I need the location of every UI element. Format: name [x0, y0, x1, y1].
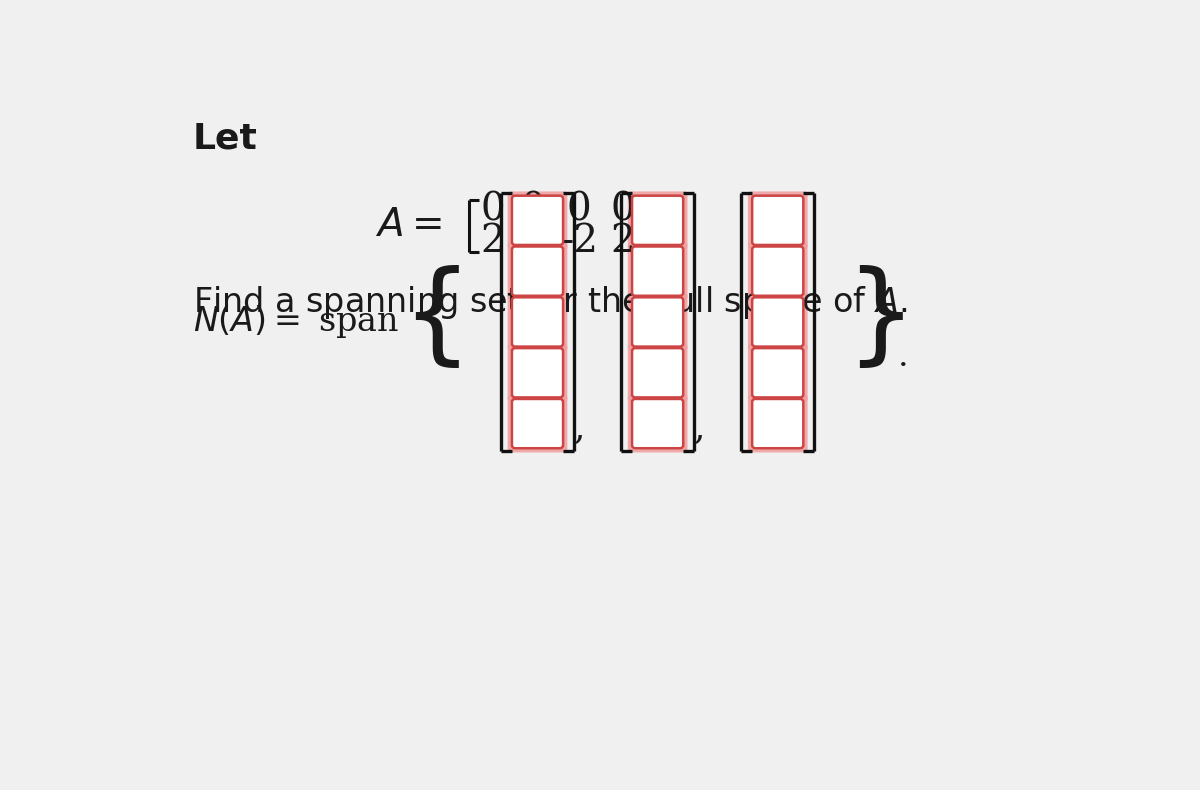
FancyBboxPatch shape [752, 196, 803, 245]
FancyBboxPatch shape [632, 399, 683, 448]
Text: .: . [898, 340, 908, 373]
FancyBboxPatch shape [628, 344, 688, 401]
FancyBboxPatch shape [748, 191, 808, 249]
FancyBboxPatch shape [752, 246, 803, 295]
FancyBboxPatch shape [512, 297, 563, 347]
Text: 2: 2 [480, 223, 505, 260]
FancyBboxPatch shape [512, 246, 563, 295]
FancyBboxPatch shape [748, 344, 808, 401]
FancyBboxPatch shape [632, 196, 683, 245]
FancyBboxPatch shape [748, 293, 808, 351]
FancyBboxPatch shape [752, 348, 803, 397]
Text: ,: , [694, 412, 706, 446]
Text: 0: 0 [566, 192, 592, 229]
FancyBboxPatch shape [628, 191, 688, 249]
Text: $\{$: $\{$ [401, 265, 460, 371]
Text: $A =$: $A =$ [374, 207, 442, 244]
FancyBboxPatch shape [748, 395, 808, 453]
FancyBboxPatch shape [628, 243, 688, 300]
Text: 0: 0 [480, 192, 505, 229]
FancyBboxPatch shape [628, 293, 688, 351]
FancyBboxPatch shape [632, 348, 683, 397]
Text: .: . [649, 223, 661, 260]
Text: 0: 0 [521, 192, 545, 229]
FancyBboxPatch shape [508, 293, 568, 351]
FancyBboxPatch shape [508, 243, 568, 300]
FancyBboxPatch shape [512, 196, 563, 245]
Text: $N(A) =$ span: $N(A) =$ span [193, 303, 398, 340]
Text: 0: 0 [611, 192, 635, 229]
FancyBboxPatch shape [628, 395, 688, 453]
FancyBboxPatch shape [752, 399, 803, 448]
Text: -2: -2 [560, 223, 599, 260]
FancyBboxPatch shape [748, 243, 808, 300]
Text: 6: 6 [521, 223, 545, 260]
Text: 2: 2 [611, 223, 635, 260]
FancyBboxPatch shape [632, 297, 683, 347]
FancyBboxPatch shape [752, 297, 803, 347]
FancyBboxPatch shape [508, 395, 568, 453]
Text: Find a spanning set for the null space of $A$.: Find a spanning set for the null space o… [193, 284, 907, 322]
FancyBboxPatch shape [512, 399, 563, 448]
FancyBboxPatch shape [508, 344, 568, 401]
FancyBboxPatch shape [508, 191, 568, 249]
Text: ,: , [574, 412, 586, 446]
Text: Let: Let [193, 122, 258, 156]
FancyBboxPatch shape [512, 348, 563, 397]
FancyBboxPatch shape [632, 246, 683, 295]
Text: $\}$: $\}$ [845, 265, 904, 371]
